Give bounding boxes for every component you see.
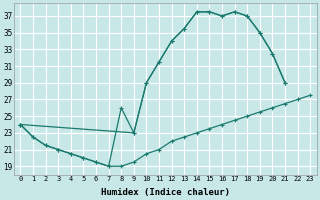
- X-axis label: Humidex (Indice chaleur): Humidex (Indice chaleur): [101, 188, 230, 197]
